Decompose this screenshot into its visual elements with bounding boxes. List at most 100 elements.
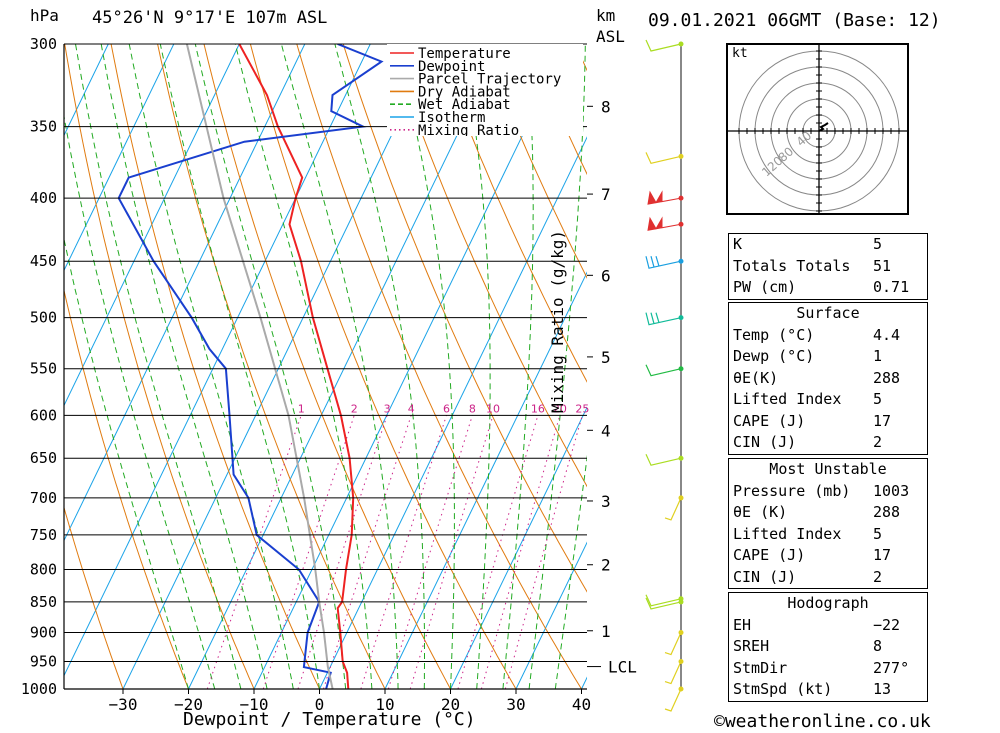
hodograph-stat-value: 13 <box>873 680 892 698</box>
temperature-tick-label: 0 <box>315 695 325 714</box>
mixing-ratio-line <box>262 415 355 689</box>
surface-row: Temp (°C) 4.4 <box>729 325 927 347</box>
hodograph-stat-row: EH −22 <box>729 615 927 637</box>
pressure-tick-label: 400 <box>30 189 57 207</box>
legend-label: Wet Adiabat <box>418 97 511 113</box>
hodograph-stat-key: SREH <box>733 637 770 655</box>
surface-row: θE(K) 288 <box>729 368 927 390</box>
hodograph-stat-value: 277° <box>873 658 910 677</box>
height-unit-km: km <box>596 6 616 25</box>
wind-barb <box>645 152 684 165</box>
hodograph-table: Hodograph EH −22 SREH 8 StmDir 277° StmSpd (kt… <box>728 592 928 702</box>
hodograph-unit: kt <box>732 46 748 61</box>
dry-adiabat-line <box>931 0 1000 715</box>
wind-barb-shaft <box>664 497 682 521</box>
pressure-tick-label: 850 <box>30 593 57 611</box>
most-unstable-row: CAPE (J) 17 <box>729 545 927 567</box>
most-unstable-row: CIN (J) 2 <box>729 567 927 589</box>
surface-value: 17 <box>873 411 892 430</box>
mixing-ratio-label: 10 <box>486 402 500 415</box>
pressure-tick-label: 900 <box>30 624 57 642</box>
temperature-tick-label: 40 <box>572 695 591 714</box>
chart-legend: Temperature Dewpoint Parcel Trajectory Dry … <box>387 44 583 139</box>
hodograph-stat-key: EH <box>733 615 752 634</box>
wind-barb <box>664 659 684 685</box>
isotherm-line <box>450 406 587 689</box>
wet-adiabat-line <box>502 44 534 689</box>
mixing-ratio-label: 3 <box>384 402 391 415</box>
height-unit-asl: ASL <box>596 27 625 46</box>
dry-adiabat-line <box>110 44 321 689</box>
most-unstable-key: Lifted Index <box>733 524 842 543</box>
height-tick-label: 2 <box>601 556 611 575</box>
indices-value: 5 <box>873 235 883 253</box>
pressure-tick-label: 700 <box>30 489 57 507</box>
wet-adiabat-line <box>64 236 189 689</box>
surface-key: CIN (J) <box>733 433 797 451</box>
wind-barb <box>645 39 684 52</box>
temperature-tick-label: −20 <box>174 695 203 714</box>
x-axis-title: Dewpoint / Temperature (°C) <box>183 709 476 730</box>
surface-value: 5 <box>873 390 883 408</box>
indices-key: Totals Totals <box>733 256 851 275</box>
footer-credit[interactable]: ©weatheronline.co.uk <box>714 711 931 732</box>
wind-barb <box>664 686 684 712</box>
wet-adiabat-line <box>159 44 320 689</box>
wind-barb-shaft <box>645 453 682 466</box>
height-tick-label: 4 <box>601 421 611 440</box>
indices-value: 51 <box>873 256 892 275</box>
height-tick-label: 1 <box>601 622 611 641</box>
mixing-ratio-label: 25 <box>575 402 589 415</box>
hodograph-trace <box>818 122 829 132</box>
hodograph-stat-value: 8 <box>873 637 883 655</box>
indices-row: Totals Totals 51 <box>729 256 927 278</box>
wind-barb <box>664 630 684 656</box>
wind-barb-flag <box>647 216 682 231</box>
lcl-label: LCL <box>608 658 637 677</box>
legend-label: Dry Adiabat <box>418 84 511 100</box>
wind-barb-shaft <box>645 152 682 165</box>
mixing-ratio-line <box>206 415 302 689</box>
datetime-title: 09.01.2021 06GMT (Base: 12) <box>648 10 941 31</box>
most-unstable-value: 5 <box>873 524 883 543</box>
mixing-ratio-label: 1 <box>298 402 305 415</box>
surface-key: θE(K) <box>733 368 779 387</box>
most-unstable-row: Lifted Index 5 <box>729 524 927 546</box>
wind-barb <box>645 364 684 377</box>
dry-adiabat-line <box>435 44 587 383</box>
legend-label: Temperature <box>418 46 511 62</box>
most-unstable-key: θE (K) <box>733 503 788 521</box>
pressure-tick-label: 550 <box>30 360 57 378</box>
surface-value: 2 <box>873 433 883 451</box>
pressure-tick-label: 600 <box>30 406 57 424</box>
most-unstable-value: 17 <box>873 546 892 564</box>
isotherm-line <box>64 44 175 272</box>
pressure-tick-label: 1000 <box>21 680 57 698</box>
mixing-ratio-line <box>480 415 561 689</box>
pressure-tick-label: 950 <box>30 653 57 671</box>
mixing-ratio-label: 20 <box>553 402 567 415</box>
wind-barb-shaft <box>645 256 682 269</box>
wind-barb-shaft <box>645 312 682 326</box>
hodograph-stat-row: StmDir 277° <box>729 658 927 680</box>
isotherm-line <box>253 44 568 689</box>
hodograph-stat-row: StmSpd (kt) 13 <box>729 679 927 701</box>
isotherm-line <box>319 136 587 689</box>
wind-barb-shaft <box>664 661 682 685</box>
wind-level-dot <box>678 315 684 321</box>
wind-barb <box>647 216 684 231</box>
wind-barb <box>664 495 684 521</box>
wind-barb-flag <box>647 190 682 205</box>
legend-label: Isotherm <box>418 110 485 126</box>
wet-adiabat-line <box>75 44 242 689</box>
isotherm-line <box>384 271 587 689</box>
pressure-tick-label: 750 <box>30 526 57 544</box>
pressure-tick-label: 450 <box>30 252 57 270</box>
most-unstable-value: 288 <box>873 503 901 521</box>
height-tick-label: 7 <box>601 185 611 204</box>
site-link[interactable]: weatheronline.co.uk <box>724 711 931 732</box>
wind-barb <box>645 453 684 466</box>
wind-barb-shaft <box>664 688 682 712</box>
location-title: 45°26'N 9°17'E 107m ASL <box>92 8 328 28</box>
